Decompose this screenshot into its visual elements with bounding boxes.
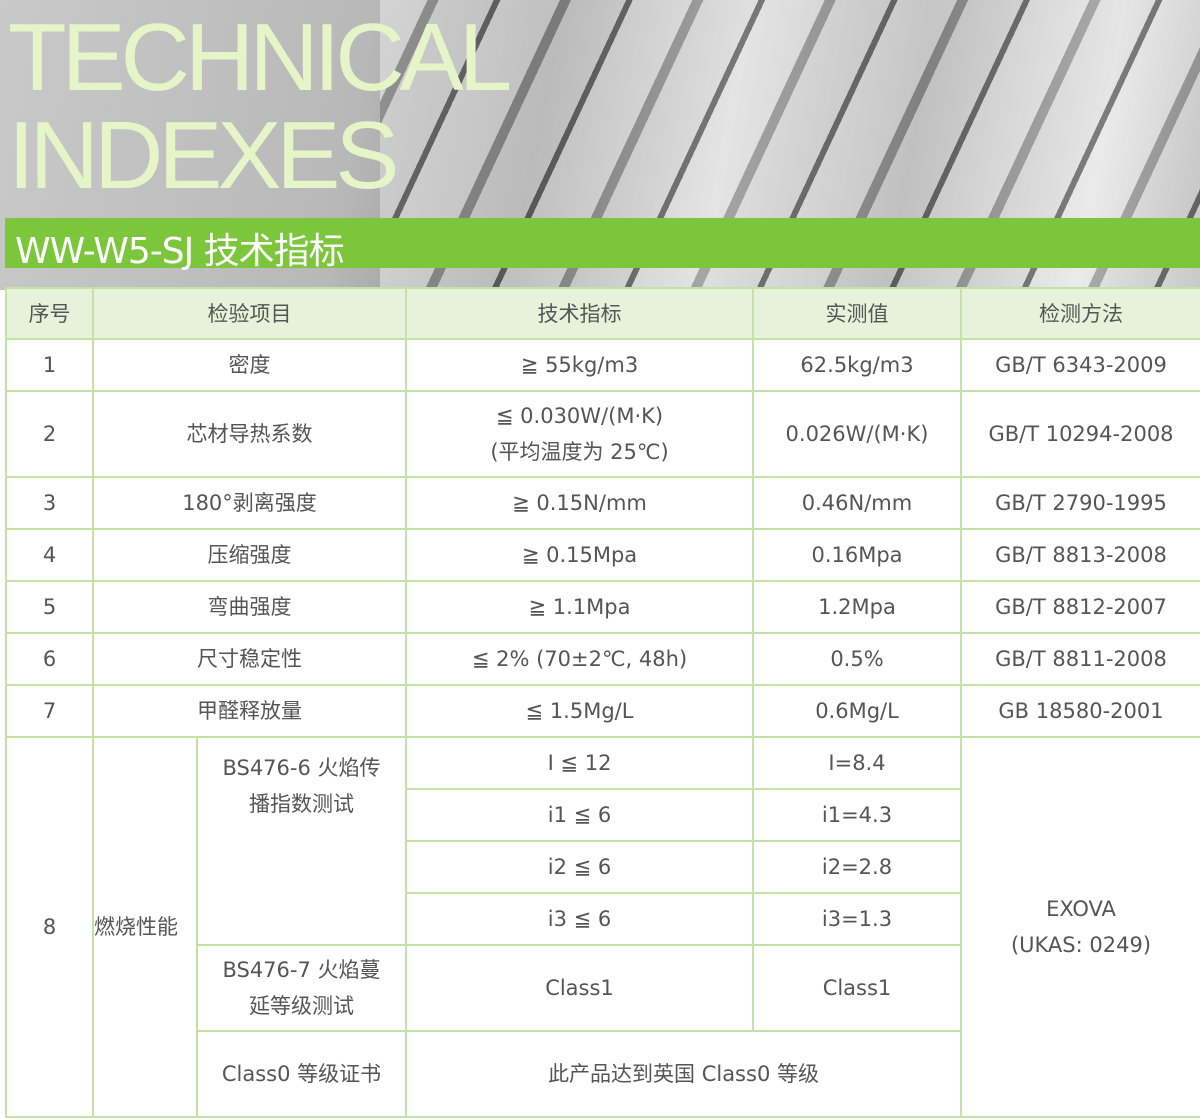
cell-spec: I ≦ 12 [405, 736, 754, 790]
table-row: 3 180°剥离强度 ≧ 0.15N/mm 0.46N/mm GB/T 2790… [5, 476, 1200, 530]
cell-no: 3 [5, 476, 94, 530]
cell-no: 2 [5, 390, 94, 478]
cell-method: GB/T 2790-1995 [960, 476, 1200, 530]
cell-no: 4 [5, 528, 94, 582]
cell-no: 6 [5, 632, 94, 686]
cell-item: 燃烧性能 [92, 736, 198, 1118]
cell-test-name: BS476-7 火焰蔓延等级测试 [196, 944, 407, 1032]
spec-table: 序号 检验项目 技术指标 实测值 检测方法 1 密度 ≧ 55kg/m3 62.… [5, 287, 1200, 1118]
cell-spec: ≦ 1.5Mg/L [405, 684, 754, 738]
table-row: Class0 等级证书 此产品达到英国 Class0 等级 [6, 1030, 1200, 1118]
table-row: 8 燃烧性能 BS476-6 火焰传播指数测试 I ≦ 12 I=8.4 EXO… [5, 736, 1200, 1118]
cell-method: GB 18580-2001 [960, 684, 1200, 738]
cell-item: 甲醛释放量 [92, 684, 407, 738]
table-row: 4 压缩强度 ≧ 0.15Mpa 0.16Mpa GB/T 8813-2008 [5, 528, 1200, 582]
method-line-2: (UKAS: 0249) [1010, 933, 1152, 957]
header-method: 检测方法 [960, 287, 1200, 340]
cell-item: 密度 [92, 338, 407, 392]
cell-test-name: BS476-6 火焰传播指数测试 [196, 736, 407, 946]
table-row: 5 弯曲强度 ≧ 1.1Mpa 1.2Mpa GB/T 8812-2007 [5, 580, 1200, 634]
table-row: 1 密度 ≧ 55kg/m3 62.5kg/m3 GB/T 6343-2009 [5, 338, 1200, 392]
cell-spec: i1 ≦ 6 [405, 788, 754, 842]
cell-spec: i2 ≦ 6 [405, 840, 754, 894]
table-row: 6 尺寸稳定性 ≦ 2% (70±2℃, 48h) 0.5% GB/T 8811… [5, 632, 1200, 686]
subtitle: WW-W5-SJ 技术指标 [15, 231, 345, 272]
table-header: 序号 检验项目 技术指标 实测值 检测方法 [5, 287, 1200, 340]
header-photo: TECHNICAL INDEXES [0, 0, 1200, 290]
cell-method: EXOVA (UKAS: 0249) [960, 736, 1200, 1118]
cell-item: 压缩强度 [92, 528, 407, 582]
cell-method: GB/T 8813-2008 [960, 528, 1200, 582]
cell-spec: i3 ≦ 6 [405, 892, 754, 946]
table-row: i3 ≦ 6 i3=1.3 [6, 892, 1200, 946]
cell-result: 此产品达到英国 Class0 等级 [405, 1030, 962, 1118]
cell-method: GB/T 8812-2007 [960, 580, 1200, 634]
table-row: 7 甲醛释放量 ≦ 1.5Mg/L 0.6Mg/L GB 18580-2001 [5, 684, 1200, 738]
cell-no: 8 [5, 736, 94, 1118]
table-row: i1 ≦ 6 i1=4.3 [6, 788, 1200, 842]
cell-value: 62.5kg/m3 [752, 338, 962, 392]
cell-value: 0.5% [752, 632, 962, 686]
header-value: 实测值 [752, 287, 962, 340]
spec-line-2: (平均温度为 25℃) [490, 440, 669, 464]
table-row: 2 芯材导热系数 ≦ 0.030W/(M·K) (平均温度为 25℃) 0.026… [5, 390, 1200, 478]
cell-value: 0.46N/mm [752, 476, 962, 530]
cell-value: i1=4.3 [752, 788, 962, 842]
cell-test-name: Class0 等级证书 [196, 1030, 407, 1118]
table-row: BS476-7 火焰蔓延等级测试 Class1 Class1 [6, 944, 1200, 1032]
header-spec: 技术指标 [405, 287, 754, 340]
table-row: i2 ≦ 6 i2=2.8 [6, 840, 1200, 894]
cell-value: i3=1.3 [752, 892, 962, 946]
cell-value: 0.026W/(M·K) [752, 390, 962, 478]
cell-spec: ≧ 0.15Mpa [405, 528, 754, 582]
cell-value: 0.16Mpa [752, 528, 962, 582]
cell-spec: ≧ 1.1Mpa [405, 580, 754, 634]
subtitle-bar: WW-W5-SJ 技术指标 [5, 218, 1200, 272]
cell-spec: ≧ 55kg/m3 [405, 338, 754, 392]
cell-no: 7 [5, 684, 94, 738]
cell-no: 5 [5, 580, 94, 634]
cell-value: 0.6Mg/L [752, 684, 962, 738]
cell-item: 尺寸稳定性 [92, 632, 407, 686]
cell-method: GB/T 6343-2009 [960, 338, 1200, 392]
cell-no: 1 [5, 338, 94, 392]
cell-value: 1.2Mpa [752, 580, 962, 634]
cell-item: 180°剥离强度 [92, 476, 407, 530]
cell-spec: ≧ 0.15N/mm [405, 476, 754, 530]
title-line-1: TECHNICAL [8, 4, 512, 111]
cell-spec: ≦ 2% (70±2℃, 48h) [405, 632, 754, 686]
cell-method: GB/T 8811-2008 [960, 632, 1200, 686]
header-item: 检验项目 [92, 287, 407, 340]
method-line-1: EXOVA [1046, 897, 1116, 921]
cell-item: 芯材导热系数 [92, 390, 407, 478]
cell-item: 弯曲强度 [92, 580, 407, 634]
cell-value: i2=2.8 [752, 840, 962, 894]
title-line-2: INDEXES [8, 102, 399, 209]
cell-method: GB/T 10294-2008 [960, 390, 1200, 478]
cell-spec: ≦ 0.030W/(M·K) (平均温度为 25℃) [405, 390, 754, 478]
header-no: 序号 [5, 287, 94, 340]
cell-value: Class1 [752, 944, 962, 1032]
spec-line-1: ≦ 0.030W/(M·K) [495, 404, 664, 428]
cell-spec: Class1 [405, 944, 754, 1032]
cell-value: I=8.4 [752, 736, 962, 790]
